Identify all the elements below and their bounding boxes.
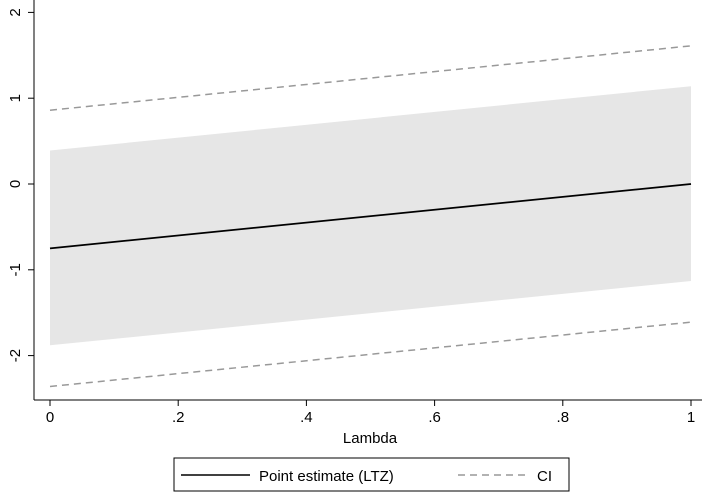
series-layer (49, 45, 692, 388)
x-tick-label: 0 (46, 409, 54, 426)
series-line-point-estimate (49, 183, 692, 250)
x-axis-title: Lambda (343, 430, 398, 447)
y-tick-label: 0 (7, 180, 24, 188)
x-tick-label: .8 (557, 409, 570, 426)
y-tick-label: 2 (7, 8, 24, 16)
x-tick-label: .6 (428, 409, 441, 426)
y-tick-label: -1 (7, 263, 24, 276)
y-tick-label: 1 (7, 94, 24, 102)
y-tick-label: -2 (7, 349, 24, 362)
legend-label-ci: CI (537, 468, 552, 485)
legend: Point estimate (LTZ) CI (173, 457, 570, 492)
legend-label-point-estimate: Point estimate (LTZ) (259, 468, 394, 485)
legend-box (173, 457, 570, 492)
axes-layer: 0 .2 .4 .6 .8 1 -2 -1 0 1 2 (7, 0, 702, 426)
x-tick-label: .4 (300, 409, 313, 426)
x-tick-label: .2 (172, 409, 185, 426)
x-tick-label: 1 (687, 409, 695, 426)
